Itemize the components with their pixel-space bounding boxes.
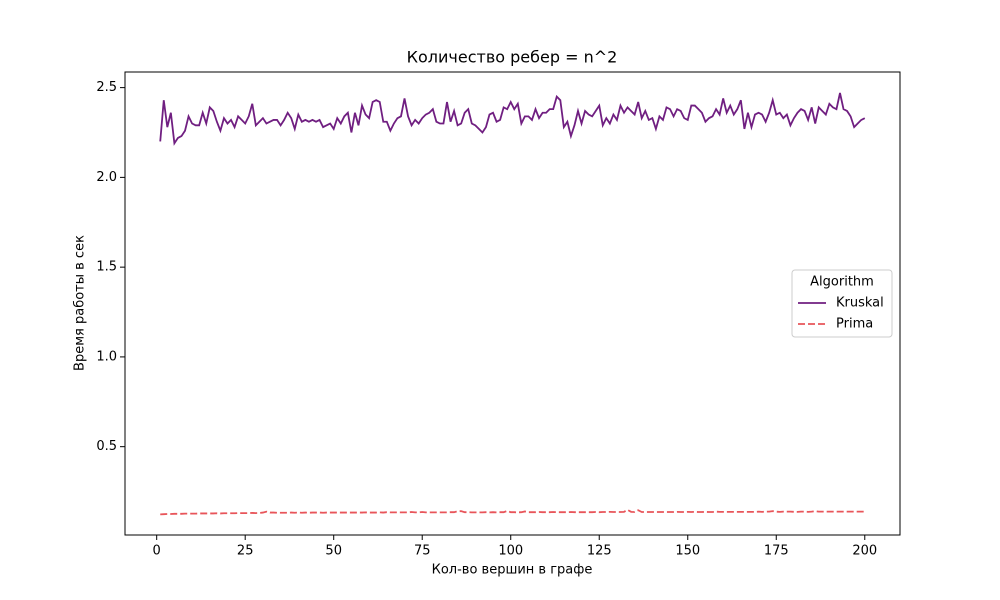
y-axis-label: Время работы в сек	[73, 235, 88, 371]
legend-title: Algorithm	[810, 275, 874, 290]
y-tick-label: 2.5	[96, 80, 117, 95]
plot-frame	[124, 71, 901, 536]
y-tick-label: 2.0	[96, 170, 117, 185]
x-tick-label: 175	[764, 544, 789, 559]
x-tick-label: 200	[852, 544, 877, 559]
legend-box	[791, 269, 893, 338]
x-axis-label: Кол-во вершин в графе	[432, 563, 593, 578]
x-tick-label: 0	[153, 544, 161, 559]
y-tick-label: 1.0	[96, 349, 117, 364]
x-tick-label: 150	[675, 544, 700, 559]
x-tick-label: 75	[414, 544, 431, 559]
series-line	[159, 92, 866, 146]
x-tick-label: 50	[325, 544, 342, 559]
y-tick-label: 1.5	[96, 260, 117, 275]
x-tick-label: 100	[498, 544, 523, 559]
series-line	[160, 508, 865, 516]
x-tick-label: 125	[587, 544, 612, 559]
chart-title: Количество ребер = n^2	[407, 48, 618, 67]
legend-label: Kruskal	[836, 296, 884, 311]
y-tick-label: 0.5	[96, 439, 117, 454]
legend-label: Prima	[836, 317, 873, 332]
x-tick-label: 25	[237, 544, 254, 559]
